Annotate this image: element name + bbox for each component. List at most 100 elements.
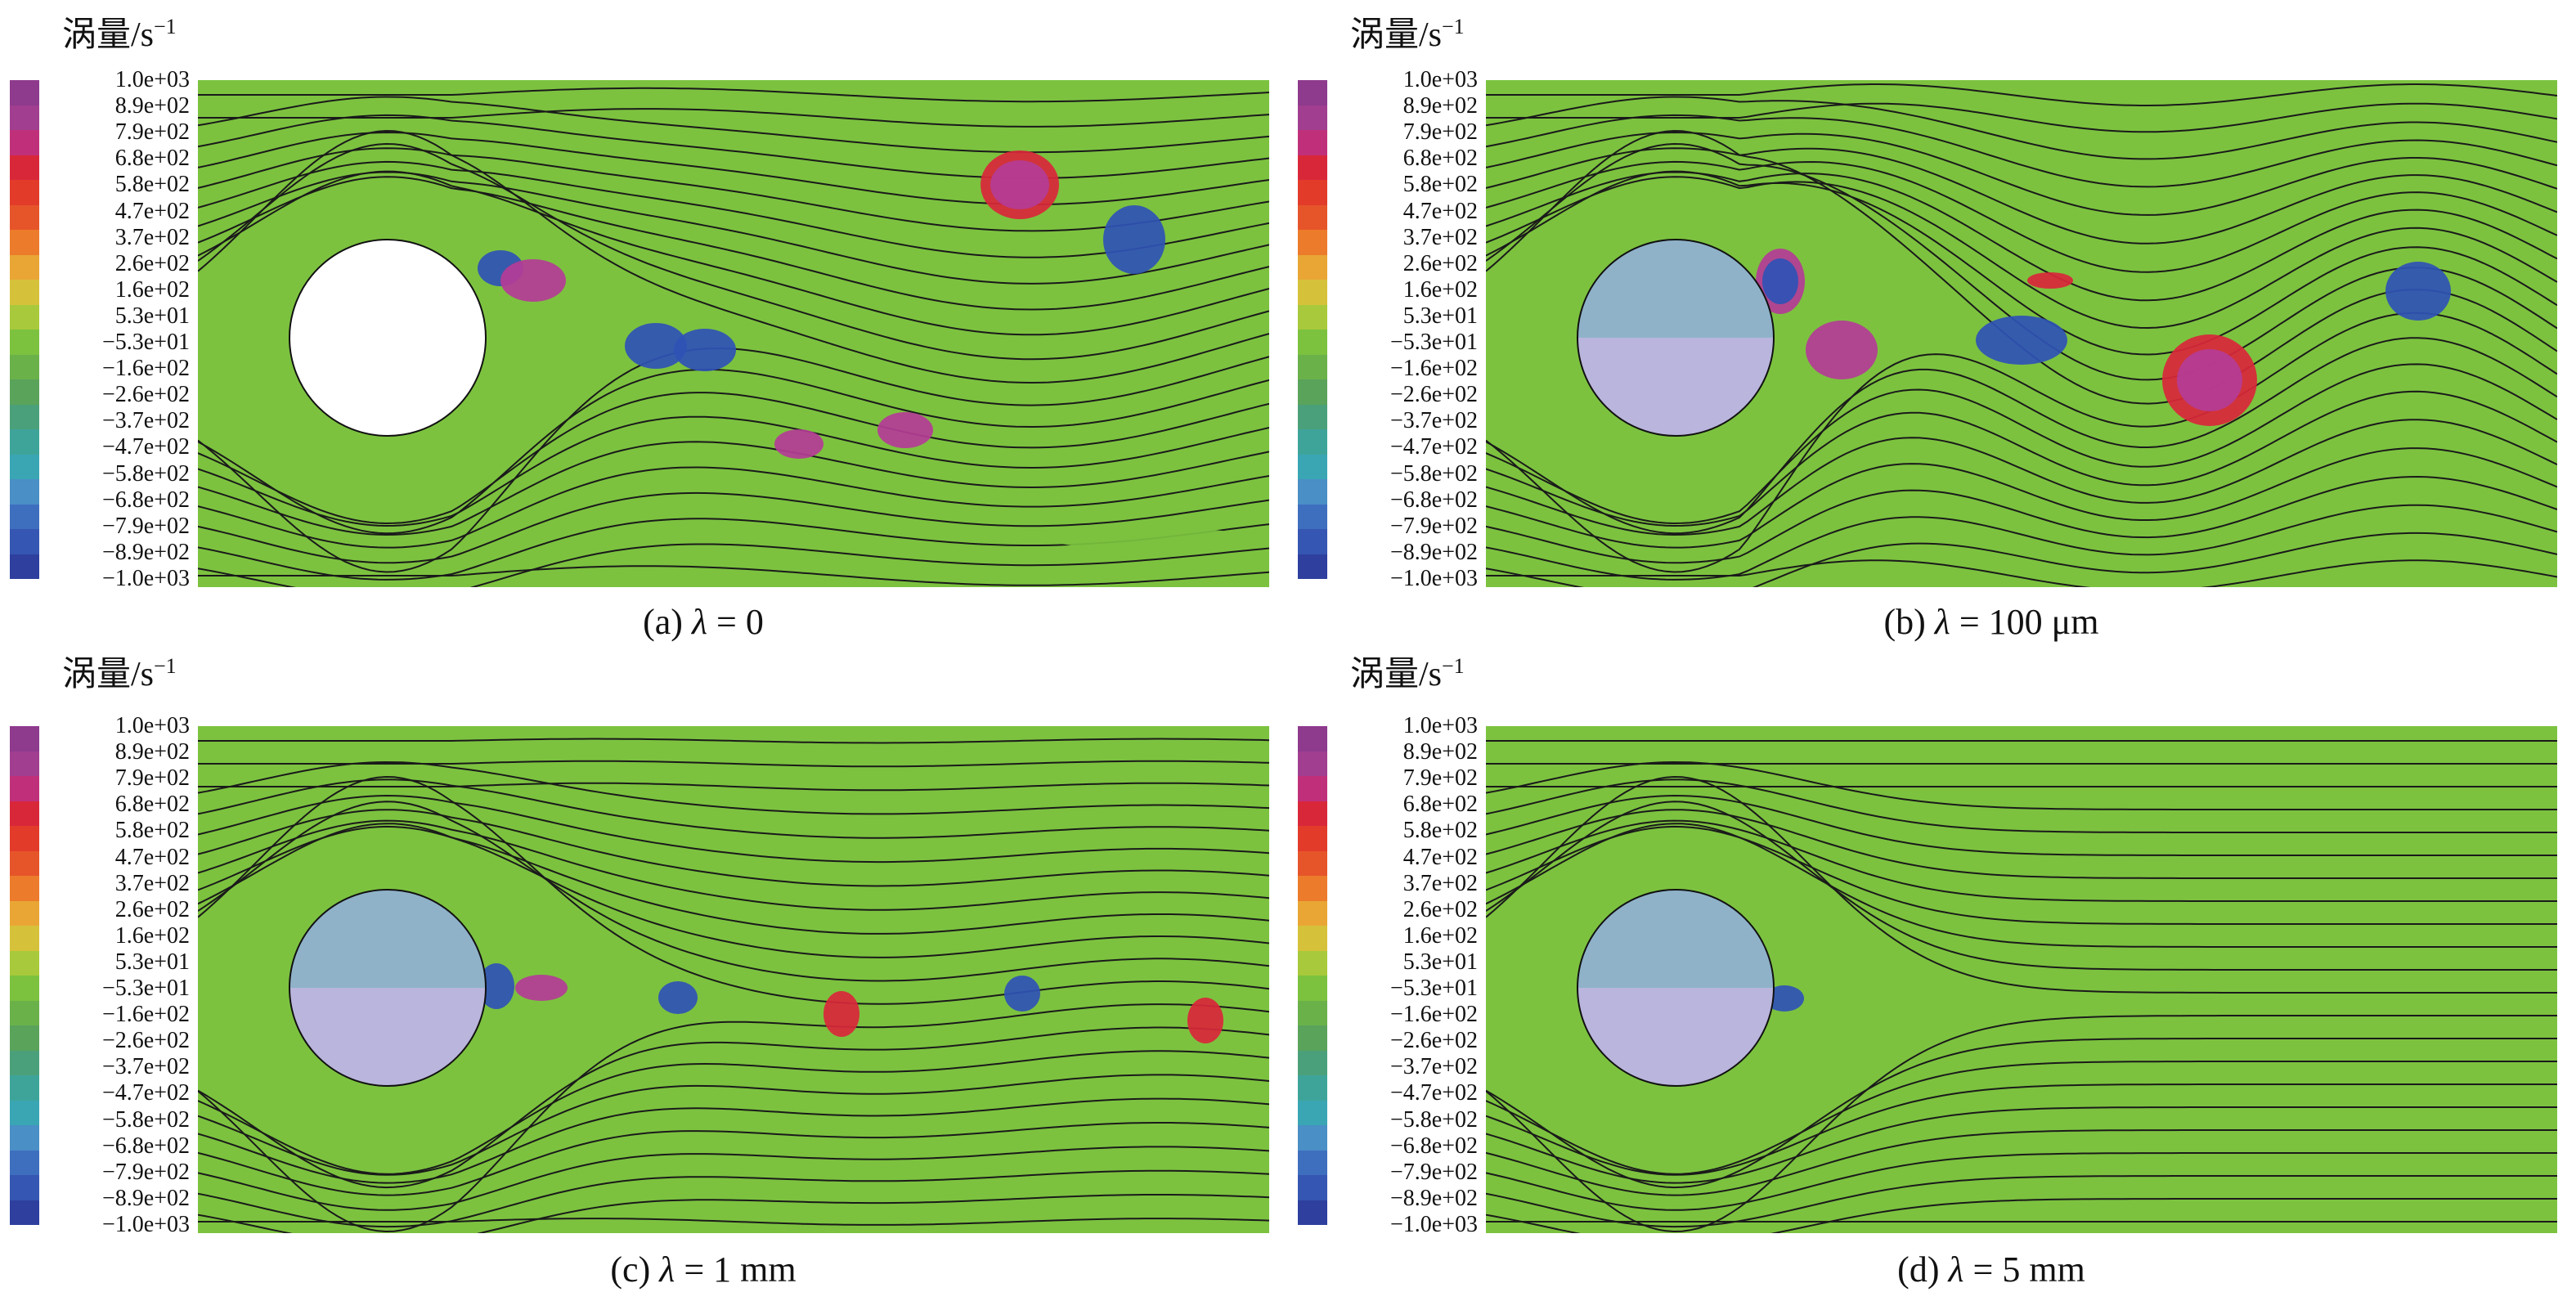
streamline: [1486, 83, 2557, 106]
streamline: [198, 87, 1269, 103]
legend-swatch: [1298, 254, 1327, 280]
legend-tick-label: 5.8e+02: [114, 818, 190, 844]
legend-swatch: [1298, 155, 1327, 180]
caption-lambda: λ: [691, 602, 708, 642]
caption-lambda: λ: [659, 1249, 675, 1290]
streamline: [198, 96, 1269, 154]
streamline: [198, 1074, 1269, 1176]
legend-tick-label: −5.3e+01: [1389, 330, 1478, 356]
caption-suffix: = 5 mm: [1963, 1249, 2085, 1290]
legend-tick-label: −1.0e+03: [101, 566, 190, 591]
legend-swatch: [10, 1075, 39, 1101]
legend-tick-label: −5.3e+01: [101, 976, 190, 1002]
legend-tick-label: −1.6e+02: [1389, 1002, 1478, 1028]
legend-swatch: [10, 726, 39, 751]
cylinder-bottom-half: [1577, 988, 1774, 1086]
legend-tick-label: 1.0e+03: [114, 713, 190, 738]
legend-swatch: [10, 454, 39, 479]
streamline: [198, 129, 1269, 384]
legend-tick-label: 7.9e+02: [1402, 765, 1478, 792]
legend-swatch: [10, 1150, 39, 1175]
legend-swatch: [10, 1200, 39, 1225]
legend-tick-label: −3.7e+02: [1389, 1054, 1478, 1080]
vortex-blob: [824, 991, 859, 1037]
cylinder-outline: [1577, 239, 1775, 437]
legend-tick-label: 7.9e+02: [1402, 119, 1478, 146]
legend-swatch: [1298, 379, 1327, 405]
vortex-blob: [2027, 272, 2073, 289]
streamline: [198, 738, 1269, 744]
streamline: [1486, 176, 2557, 330]
legend-swatch: [1298, 105, 1327, 130]
legend-swatch: [1298, 404, 1327, 429]
legend-swatch: [10, 926, 39, 951]
streamline: [1486, 131, 2557, 216]
caption-lambda: λ: [1948, 1249, 1964, 1290]
legend-tick-label: −5.3e+01: [101, 330, 190, 356]
legend-swatch: [1298, 354, 1327, 379]
legend-swatch: [10, 105, 39, 130]
legend-tick-label: 1.0e+03: [1402, 713, 1478, 738]
legend-tick-label: −1.6e+02: [1389, 356, 1478, 382]
vortex-blob: [1103, 205, 1165, 274]
caption-prefix: (d): [1897, 1249, 1949, 1290]
vortex-blob: [1806, 321, 1878, 379]
legend-swatch: [1298, 826, 1327, 851]
legend-tick-label: −5.8e+02: [1389, 1106, 1478, 1133]
vortex-blob: [990, 160, 1049, 209]
legend-tick-label: 7.9e+02: [114, 765, 190, 792]
legend-swatch: [10, 280, 39, 305]
legend-swatch: [10, 950, 39, 976]
field-svg: [1486, 83, 2557, 587]
legend-tick-label: 2.6e+02: [114, 250, 190, 276]
vortex-blob: [515, 975, 568, 1001]
legend-tick-label: −6.8e+02: [1389, 487, 1478, 513]
streamline: [198, 108, 1269, 128]
caption-prefix: (a): [643, 602, 692, 642]
streamline: [1486, 312, 2557, 573]
streamline: [198, 170, 1269, 336]
porous-cylinder: [289, 889, 487, 1087]
legend-tick-label: −7.9e+02: [1389, 513, 1478, 539]
streamline: [1486, 794, 2557, 856]
vorticity-field: [1486, 80, 2557, 587]
legend-swatch: [1298, 504, 1327, 529]
streamline: [198, 491, 1269, 564]
legend-title-text: 涡量/s: [62, 16, 155, 54]
streamline: [198, 1146, 1269, 1211]
streamline: [198, 1122, 1269, 1196]
legend-swatch: [1298, 1100, 1327, 1125]
vortex-blob: [1976, 316, 2067, 365]
streamline: [198, 415, 1269, 527]
legend-tick-label: −6.8e+02: [101, 1133, 190, 1159]
streamline: [1486, 1083, 2557, 1176]
vortex-blob: [625, 323, 687, 369]
streamline: [1486, 1175, 2557, 1228]
legend-swatch: [10, 304, 39, 330]
streamline: [1486, 1015, 2557, 1233]
streamline: [1486, 447, 2557, 549]
legend-swatch: [1298, 1075, 1327, 1101]
legend-tick-label: 5.3e+01: [114, 303, 190, 329]
legend-swatch: [10, 801, 39, 826]
panel-a: 涡量/s−1 1.0e+03 8.9e+02 7.9e+02 6.8e+02 5.8e+…: [0, 0, 1288, 646]
streamline: [198, 823, 1269, 958]
cylinder-top-half: [289, 890, 486, 988]
legend-tick-label: 1.6e+02: [114, 922, 190, 949]
caption-prefix: (c): [610, 1249, 660, 1290]
legend-swatch: [10, 479, 39, 505]
streamline: [198, 801, 1269, 982]
legend-tick-label: −2.6e+02: [1389, 382, 1478, 408]
panel-c: 涡量/s−1 1.0e+03 8.9e+02 7.9e+02 6.8e+02 5.8e+…: [0, 646, 1288, 1300]
streamline: [1486, 1129, 2557, 1196]
legend-tick-label: 6.8e+02: [114, 792, 190, 818]
legend-tick-label: −8.9e+02: [101, 1185, 190, 1211]
legend-tick-label: −8.9e+02: [1389, 539, 1478, 565]
streamline: [1486, 823, 2557, 948]
legend-tick-label: −4.7e+02: [1389, 1080, 1478, 1106]
legend-swatch: [10, 850, 39, 876]
vorticity-field: [1486, 726, 2557, 1233]
legend-swatch: [1298, 330, 1327, 355]
streamline: [1486, 160, 2557, 273]
streamline: [1486, 1038, 2557, 1189]
